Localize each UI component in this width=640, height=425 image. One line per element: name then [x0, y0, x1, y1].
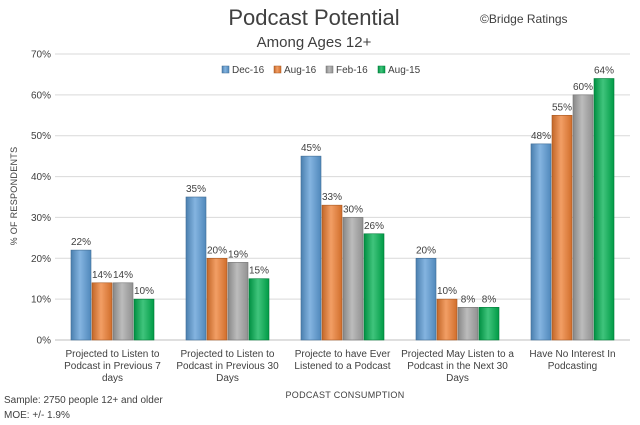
data-labels: 22%14% 14%10%35%20% 19%15%45%33%30%26%20%1… [71, 66, 614, 306]
data-label: 20% [416, 245, 436, 256]
legend-swatch [221, 65, 230, 74]
bar-aug-15 [363, 233, 385, 341]
category-label: Projecte to have Ever Listened to a Podca… [294, 349, 391, 372]
y-tick-label: 0% [37, 336, 52, 347]
data-label: 30% [343, 204, 363, 215]
y-axis-ticks: 0% 10% 20% 30% 40% 50% 60% 70% [31, 50, 51, 347]
bar-aug-15 [133, 298, 155, 341]
category-labels: Projected to Listen to Podcast in Previou… [64, 349, 615, 384]
bar-feb-16 [227, 262, 249, 341]
bar-dec-16 [530, 143, 552, 341]
bar-feb-16 [342, 217, 364, 341]
legend-swatch [273, 65, 282, 74]
category-label: Projected May Listen to a Podcast in the … [401, 349, 514, 384]
data-label: 15% [249, 266, 269, 277]
category-label: Projected to Listen to Podcast in Previou… [64, 349, 161, 384]
data-label: 55% [552, 102, 572, 113]
y-tick-label: 40% [31, 172, 51, 183]
legend-swatch [325, 65, 334, 74]
data-label: 26% [364, 221, 384, 232]
bars [70, 78, 615, 341]
data-label: 35% [186, 184, 206, 195]
legend-label: Aug-16 [284, 65, 317, 76]
chart-subtitle: Among Ages 12+ [257, 34, 372, 51]
y-tick-label: 50% [31, 131, 51, 142]
bar-aug-15 [478, 307, 500, 341]
sample-note: Sample: 2750 people 12+ and older [4, 395, 163, 406]
bar-aug-16 [206, 257, 228, 341]
bar-aug-16 [436, 298, 458, 341]
y-tick-label: 60% [31, 90, 51, 101]
legend: Dec-16 Aug-16 Feb-16 Aug-15 [221, 65, 421, 76]
bar-feb-16 [572, 94, 594, 341]
bar-dec-16 [185, 196, 207, 341]
legend-label: Aug-15 [388, 65, 421, 76]
bar-dec-16 [415, 257, 437, 341]
data-label: 20% [207, 245, 227, 256]
data-label: 22% [71, 237, 91, 248]
legend-label: Dec-16 [232, 65, 265, 76]
data-label: 8% [461, 294, 476, 305]
credit-text: ©Bridge Ratings [480, 12, 568, 26]
data-label: 19% [228, 249, 248, 260]
y-tick-label: 70% [31, 50, 51, 61]
data-label: 14% [113, 270, 133, 281]
bar-dec-16 [300, 155, 322, 341]
data-label: 64% [594, 66, 614, 77]
data-label: 33% [322, 192, 342, 203]
category-label: Have No Interest In Podcasting [529, 349, 615, 372]
y-tick-label: 20% [31, 254, 51, 265]
bar-aug-16 [551, 114, 573, 341]
bar-aug-15 [248, 278, 270, 341]
data-label: 48% [531, 131, 551, 142]
bar-aug-16 [321, 204, 343, 341]
data-label: 10% [437, 286, 457, 297]
bar-aug-16 [91, 282, 113, 341]
category-label: Projected to Listen to Podcast in Previou… [176, 349, 279, 384]
bar-feb-16 [112, 282, 134, 341]
moe-note: MOE: +/- 1.9% [4, 410, 70, 421]
x-axis-title: PODCAST CONSUMPTION [285, 390, 404, 400]
y-tick-label: 30% [31, 213, 51, 224]
chart-title: Podcast Potential [228, 5, 399, 30]
data-label: 45% [301, 143, 321, 154]
y-tick-label: 10% [31, 295, 51, 306]
bar-aug-15 [593, 78, 615, 341]
data-label: 10% [134, 286, 154, 297]
bar-dec-16 [70, 249, 92, 341]
data-label: 60% [573, 82, 593, 93]
bar-feb-16 [457, 307, 479, 341]
y-axis-title: % OF RESPONDENTS [9, 147, 19, 246]
data-label: 14% [92, 270, 112, 281]
data-label: 8% [482, 294, 497, 305]
legend-label: Feb-16 [336, 65, 368, 76]
legend-swatch [377, 65, 386, 74]
